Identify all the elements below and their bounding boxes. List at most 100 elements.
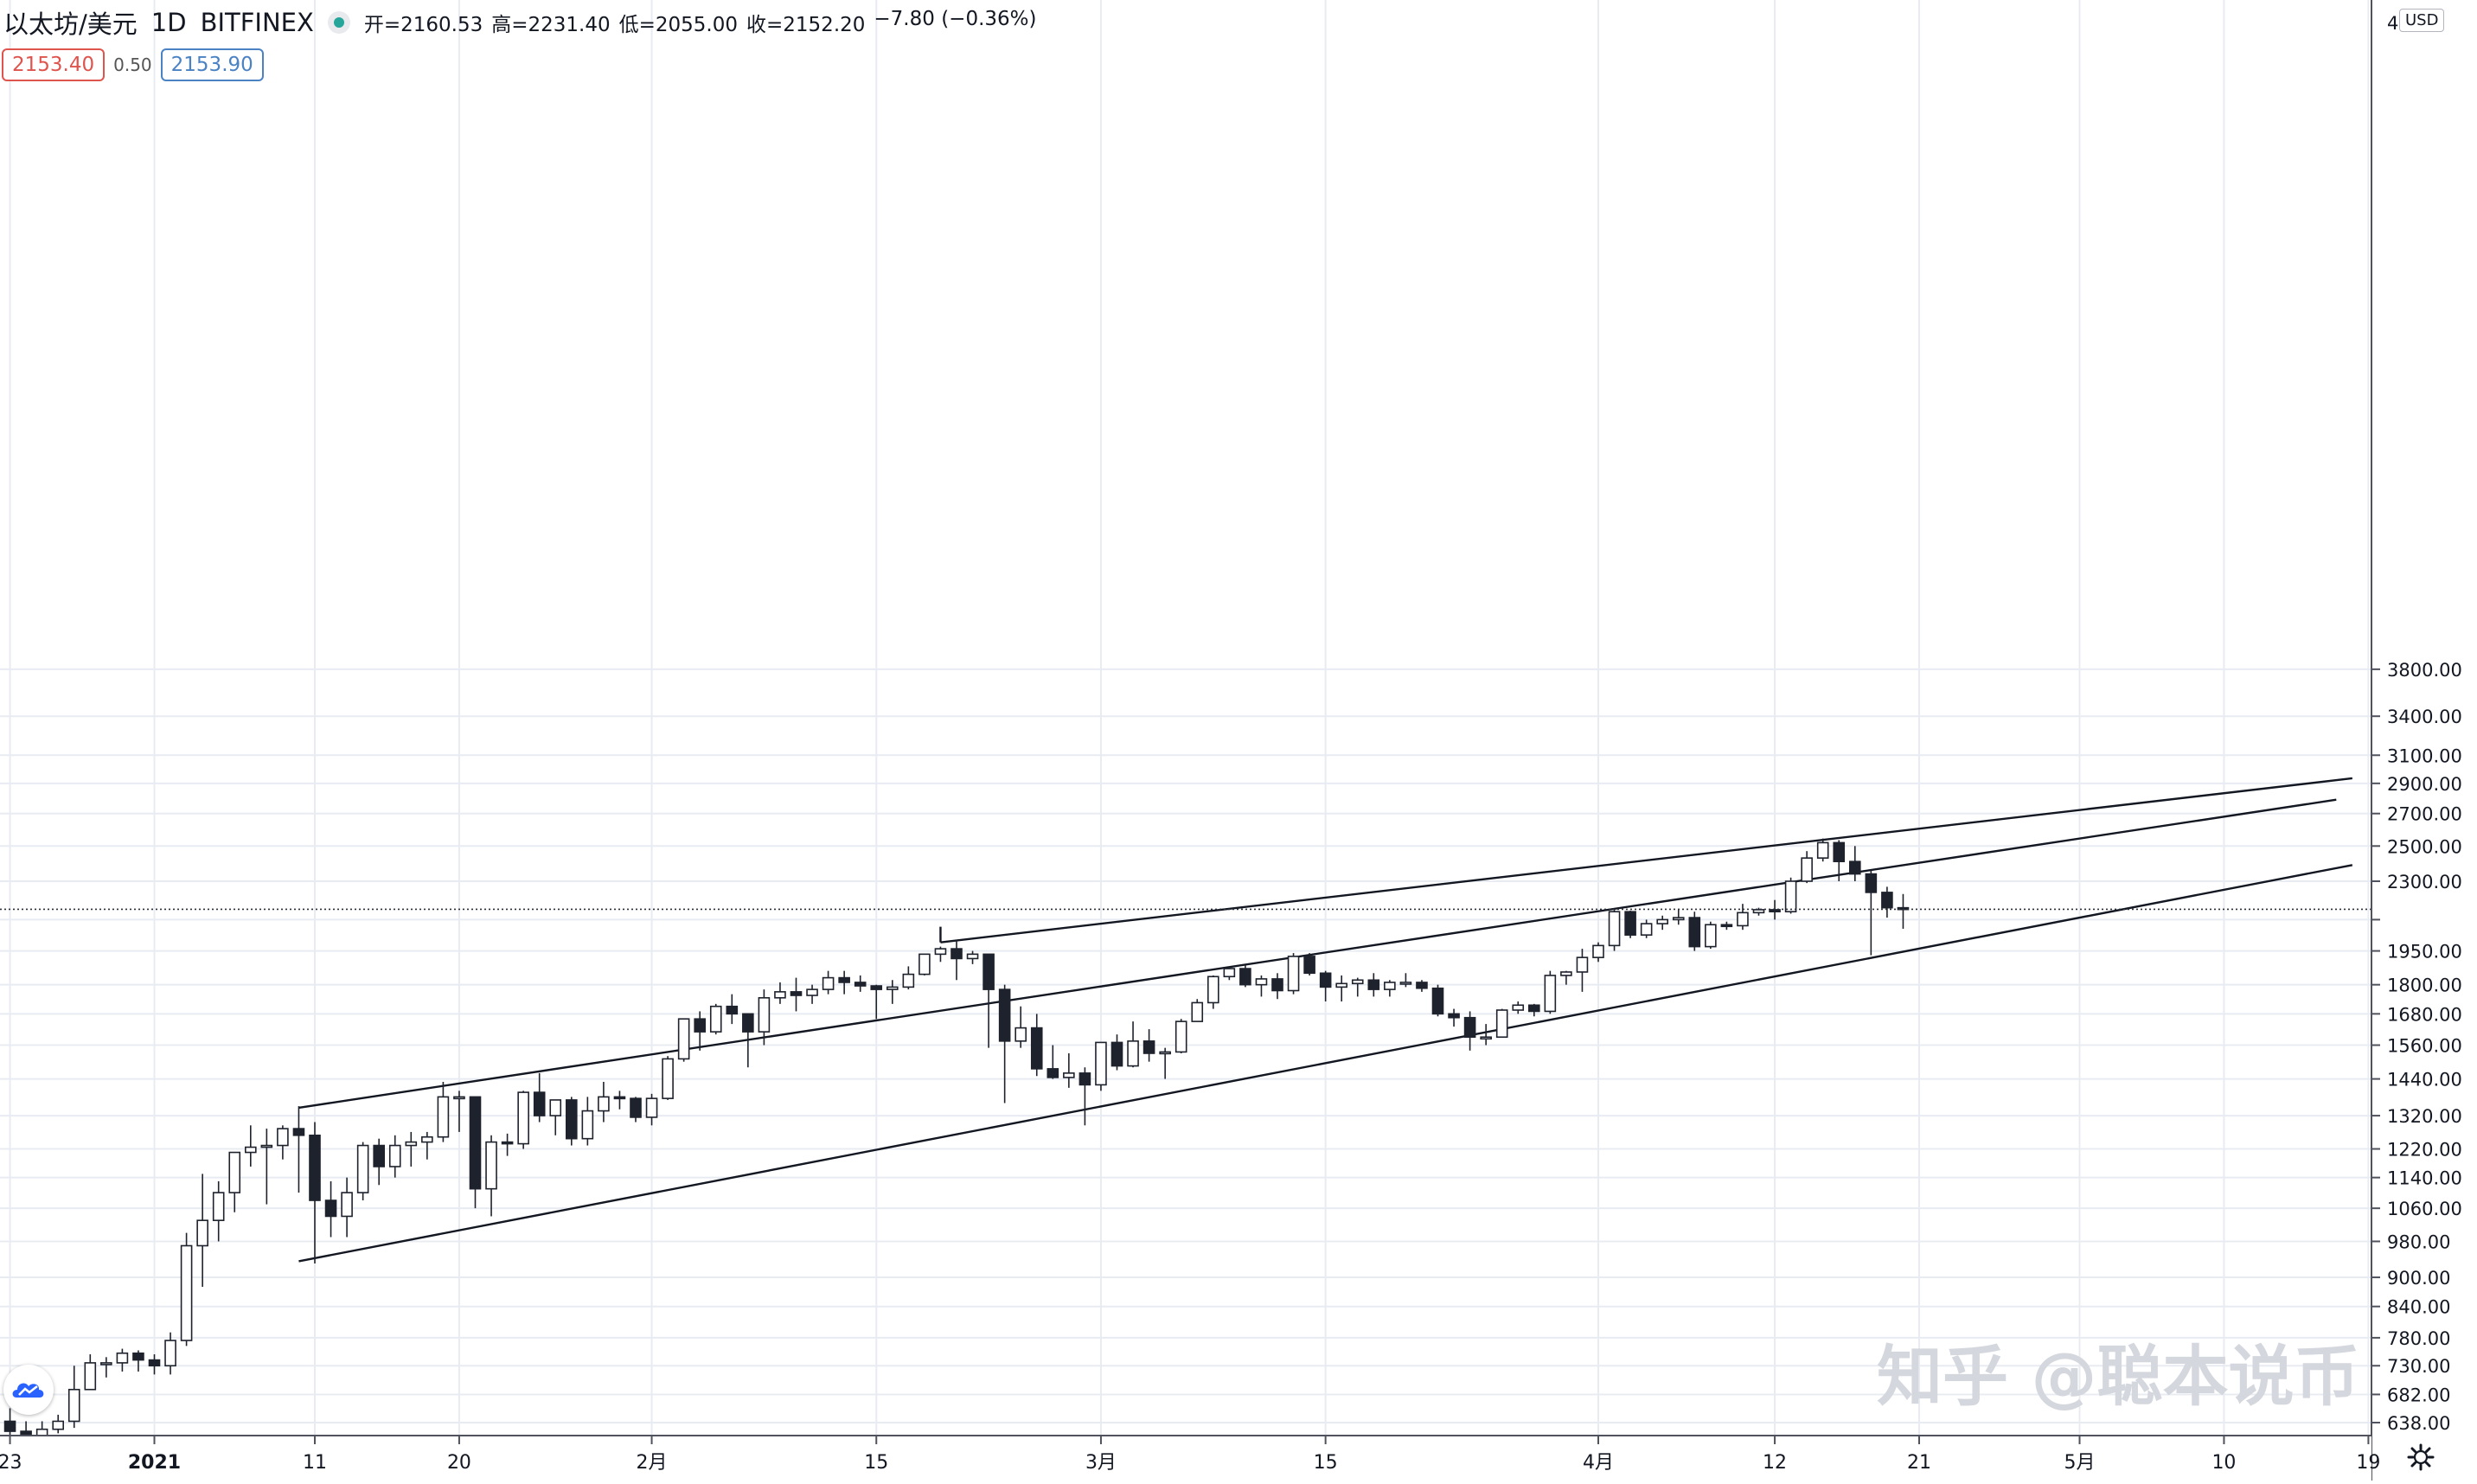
candle xyxy=(373,1138,386,1186)
candle-body xyxy=(1110,1041,1123,1067)
candle xyxy=(1303,953,1315,975)
chart-header: 以太坊/美元 1D BITFINEX 开=2160.53 高=2231.40 低… xyxy=(3,5,1036,40)
candle xyxy=(1608,909,1621,951)
price-tick-label: 900.00 xyxy=(2387,1268,2450,1289)
candle-body xyxy=(966,953,979,960)
price-tick-label: 980.00 xyxy=(2387,1231,2450,1252)
candle xyxy=(1656,915,1668,931)
candle-body xyxy=(613,1096,626,1100)
candle xyxy=(1239,965,1251,988)
price-tick-label: 1680.00 xyxy=(2387,1004,2462,1025)
candle xyxy=(790,977,803,1012)
symbol-name[interactable]: 以太坊/美元 xyxy=(3,10,138,39)
candle xyxy=(405,1131,418,1167)
candle xyxy=(1142,1029,1155,1062)
candle xyxy=(1737,904,1749,931)
candle xyxy=(854,975,867,992)
exchange: BITFINEX xyxy=(200,8,314,37)
candle xyxy=(1769,899,1781,920)
candle-body xyxy=(1030,1027,1043,1070)
candle xyxy=(598,1081,610,1123)
candle-body xyxy=(309,1134,321,1201)
candle xyxy=(1367,973,1380,997)
candle xyxy=(1528,1003,1540,1017)
candle xyxy=(212,1180,225,1242)
interval[interactable]: 1D xyxy=(150,8,187,37)
candle xyxy=(485,1135,497,1217)
candle-body xyxy=(1528,1004,1540,1013)
candle-body xyxy=(517,1091,529,1145)
market-status-icon[interactable] xyxy=(327,11,350,34)
price-tick-label: 3800.00 xyxy=(2387,660,2462,681)
time-tick-label: 2021 xyxy=(128,1452,181,1474)
trendline-upper xyxy=(940,777,2352,943)
candle-body xyxy=(1784,880,1797,912)
candle xyxy=(694,1011,707,1051)
candle-body xyxy=(1672,917,1685,921)
price-tick-label: 1060.00 xyxy=(2387,1199,2462,1219)
candle xyxy=(1688,912,1701,951)
candle xyxy=(292,1106,305,1193)
candle xyxy=(116,1348,129,1372)
candle-body xyxy=(806,988,818,996)
candle-body xyxy=(1656,918,1668,924)
candle-body xyxy=(1174,1020,1187,1053)
candle-body xyxy=(630,1097,642,1118)
candle-body xyxy=(1816,841,1829,859)
candle-body xyxy=(132,1352,144,1361)
candle-body xyxy=(52,1420,65,1430)
candle-body xyxy=(1544,975,1557,1013)
low-value: 低=2055.00 xyxy=(618,14,739,36)
candle-body xyxy=(662,1058,674,1099)
candle xyxy=(1705,921,1717,950)
candle xyxy=(1752,907,1765,916)
candle-body xyxy=(244,1146,257,1154)
candle-body xyxy=(180,1244,193,1341)
tradingview-cloud-icon[interactable] xyxy=(3,1365,54,1415)
candle-body xyxy=(373,1144,386,1167)
candle xyxy=(709,1003,722,1035)
price-tick-label: 1800.00 xyxy=(2387,975,2462,996)
candle xyxy=(934,946,947,963)
candle xyxy=(998,984,1011,1103)
candle-body xyxy=(1576,956,1589,973)
candle-body xyxy=(1239,968,1251,986)
price-tick-label: 730.00 xyxy=(2387,1356,2450,1377)
time-axis: 23 2021 11 20 2月 15 3月 15 4月 12 21 5月 10 19 xyxy=(0,1435,2380,1481)
candle xyxy=(726,994,739,1025)
candle-body xyxy=(100,1362,112,1366)
candle xyxy=(742,1013,754,1068)
candle xyxy=(662,1056,674,1100)
candle xyxy=(1560,970,1572,985)
candle-body xyxy=(405,1141,418,1147)
gear-icon[interactable] xyxy=(2406,1442,2435,1472)
candle-body xyxy=(742,1013,754,1033)
sell-button[interactable]: 2153.40 xyxy=(2,48,106,81)
candle-body xyxy=(501,1141,514,1145)
candle xyxy=(645,1093,658,1126)
candle-body xyxy=(324,1199,337,1218)
candle xyxy=(1207,975,1219,1009)
grid-lines xyxy=(0,0,2371,1436)
currency-button[interactable]: USD xyxy=(2399,9,2445,32)
candle xyxy=(3,1408,16,1435)
candle xyxy=(67,1366,80,1429)
candle-body xyxy=(934,948,947,956)
candle xyxy=(1014,1006,1027,1048)
candle xyxy=(1191,999,1204,1022)
candle-body xyxy=(1127,1040,1139,1067)
candle-body xyxy=(1095,1041,1107,1086)
price-tick-label: 1560.00 xyxy=(2387,1036,2462,1057)
time-tick-label: 21 xyxy=(1907,1452,1931,1474)
candle-body xyxy=(998,988,1011,1042)
candle-body xyxy=(1833,841,1846,862)
buy-button[interactable]: 2153.90 xyxy=(160,48,264,81)
candle xyxy=(1399,973,1412,988)
candle xyxy=(1159,1047,1171,1079)
candle xyxy=(982,953,995,1048)
candle xyxy=(388,1135,401,1178)
candle xyxy=(1063,1053,1075,1088)
candle xyxy=(630,1097,642,1123)
